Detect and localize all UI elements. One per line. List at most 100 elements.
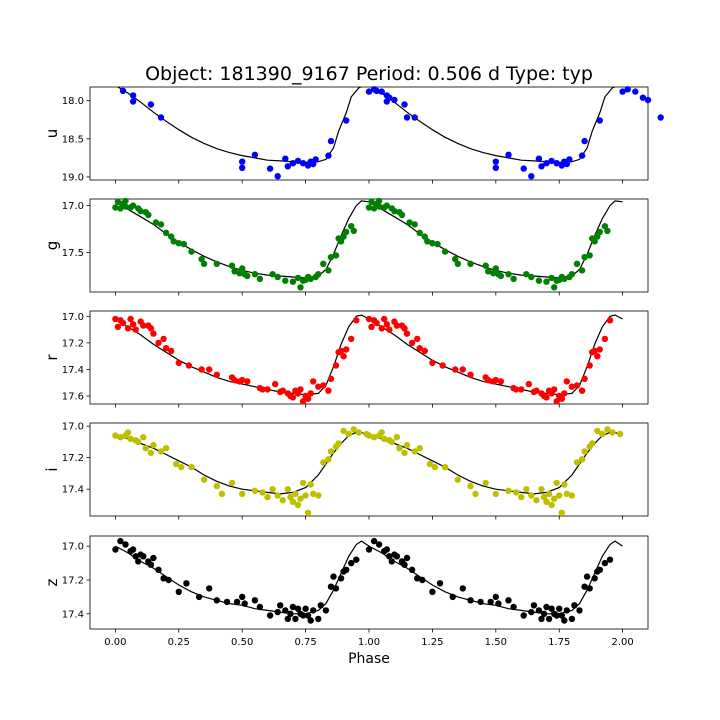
data-point	[581, 137, 588, 145]
data-point	[251, 151, 259, 158]
data-point	[127, 315, 134, 323]
model-curve	[115, 431, 623, 495]
data-point	[492, 490, 499, 498]
data-point	[287, 493, 294, 501]
data-point	[426, 460, 434, 468]
data-point	[454, 476, 461, 483]
data-point	[287, 610, 294, 617]
data-point	[200, 476, 208, 483]
data-point	[439, 362, 446, 369]
data-point	[518, 386, 525, 393]
data-point	[307, 390, 314, 397]
y-tick-label: 18.0	[62, 96, 84, 107]
data-point	[533, 497, 540, 504]
data-point	[256, 275, 264, 282]
y-tick-label: 17.2	[62, 453, 84, 464]
data-point	[436, 580, 444, 587]
y-tick-label: 17.2	[62, 338, 84, 349]
data-point	[200, 260, 208, 267]
data-point	[535, 155, 543, 162]
data-point	[198, 366, 205, 373]
data-point	[393, 434, 401, 441]
data-point	[277, 602, 284, 609]
data-point	[391, 208, 398, 215]
data-point	[561, 390, 568, 397]
y-tick-label: 17.4	[62, 609, 84, 620]
data-point	[315, 271, 322, 278]
data-point	[239, 593, 246, 601]
data-point	[505, 271, 512, 278]
data-point	[297, 284, 304, 291]
data-point	[114, 198, 122, 205]
x-tick-label: 1.00	[358, 637, 380, 648]
data-point	[594, 427, 601, 435]
data-point	[375, 203, 383, 210]
data-point	[117, 205, 124, 212]
data-point	[188, 248, 195, 255]
data-point	[299, 612, 307, 619]
data-point	[429, 240, 436, 247]
data-point	[632, 88, 639, 95]
data-point	[581, 583, 588, 590]
data-point	[543, 394, 550, 401]
data-point	[330, 573, 337, 580]
data-point	[533, 387, 540, 394]
data-point	[231, 268, 238, 275]
data-point	[289, 603, 297, 611]
data-point	[337, 575, 345, 582]
data-point	[304, 395, 312, 402]
data-point	[467, 260, 474, 267]
data-point	[586, 252, 593, 259]
data-point	[332, 585, 340, 592]
data-point	[353, 317, 360, 324]
data-point	[343, 117, 350, 124]
data-point	[178, 463, 185, 471]
data-point	[449, 593, 456, 601]
data-point	[343, 228, 350, 236]
panel-i: i 17.0 17.2 17.4	[43, 422, 649, 520]
data-point	[348, 223, 355, 230]
data-point	[609, 429, 616, 436]
data-point	[388, 558, 395, 565]
data-point	[573, 382, 581, 389]
y-tick-label: 17.0	[62, 542, 84, 553]
y-tick-label: 17.0	[62, 201, 84, 212]
data-point	[304, 509, 312, 516]
data-point	[586, 362, 593, 369]
band-label: z	[43, 578, 61, 586]
data-point	[284, 163, 291, 170]
data-point	[393, 322, 401, 329]
data-point	[561, 275, 568, 282]
x-tick-label: 0.75	[294, 637, 316, 648]
model-curve	[115, 540, 623, 615]
data-point	[472, 490, 479, 498]
data-point	[403, 554, 411, 562]
data-point	[482, 262, 489, 269]
data-point	[157, 114, 165, 121]
panel-r: r 17.0 17.2 17.4 17.6	[43, 310, 649, 408]
data-point	[368, 323, 375, 331]
data-point	[274, 273, 281, 281]
data-point	[538, 615, 545, 623]
data-point	[492, 164, 499, 171]
data-point	[408, 339, 416, 347]
data-point	[520, 165, 527, 172]
data-point	[644, 96, 652, 104]
data-point	[540, 493, 548, 501]
data-point	[383, 546, 390, 553]
data-point	[343, 346, 350, 353]
data-point	[213, 482, 220, 490]
data-point	[239, 265, 246, 272]
data-point	[282, 155, 289, 162]
panel-z: z 17.0 17.2 17.4 0.00 0.25 0.50 0.75 1.00 1.25 1.5…	[43, 535, 649, 648]
data-point	[553, 479, 560, 487]
data-point	[304, 612, 312, 619]
data-point	[155, 339, 162, 347]
data-point	[175, 359, 182, 366]
data-point	[639, 94, 647, 101]
data-point	[411, 114, 418, 121]
data-point	[256, 603, 264, 611]
data-point	[485, 376, 492, 384]
data-point	[581, 448, 588, 455]
data-point	[150, 441, 157, 449]
